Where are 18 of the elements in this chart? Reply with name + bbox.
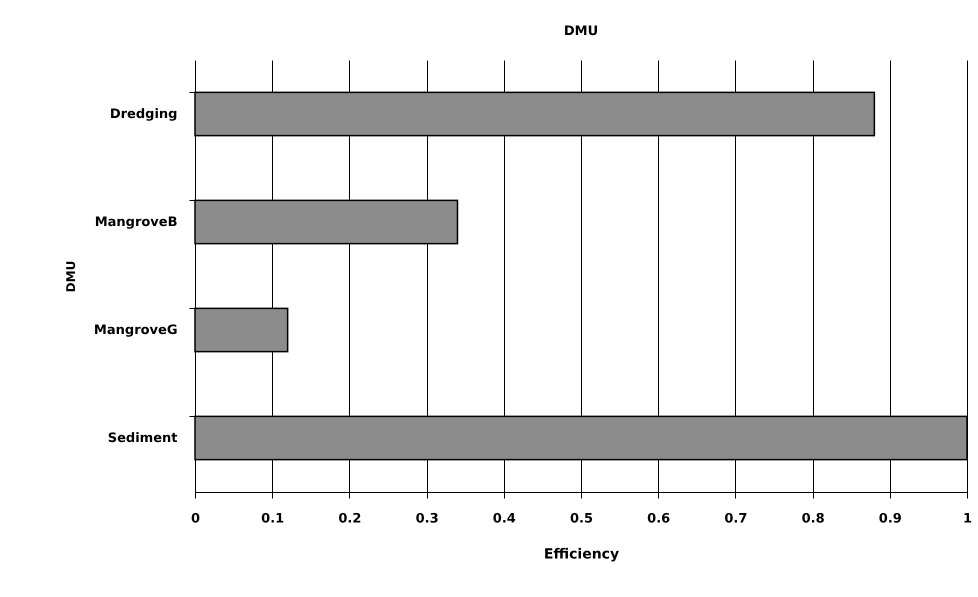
x-tick-label: 1: [962, 512, 972, 526]
y-tick-label: Sediment: [108, 431, 178, 446]
y-tick-label: MangroveB: [94, 215, 178, 230]
x-tick-label: 0.5: [570, 512, 594, 526]
x-tick-label: 0.9: [878, 512, 902, 526]
x-tick-label: 0.4: [492, 512, 516, 526]
x-tick-label: 0: [190, 512, 200, 526]
x-tick-label: 0.3: [416, 512, 439, 526]
x-tick-label: 0.1: [261, 512, 284, 526]
x-tick-label: 0.7: [724, 512, 748, 526]
y-tick-label: MangroveG: [94, 323, 178, 338]
x-tick-label: 0.2: [338, 512, 362, 526]
y-tick-label: Dredging: [110, 107, 178, 122]
x-axis-title: Efficiency: [544, 546, 620, 562]
y-axis-title: DMU: [64, 260, 78, 292]
x-tick-label: 0.6: [647, 512, 670, 526]
x-tick-label: 0.8: [802, 512, 825, 526]
chart-title: DMU: [564, 24, 598, 39]
